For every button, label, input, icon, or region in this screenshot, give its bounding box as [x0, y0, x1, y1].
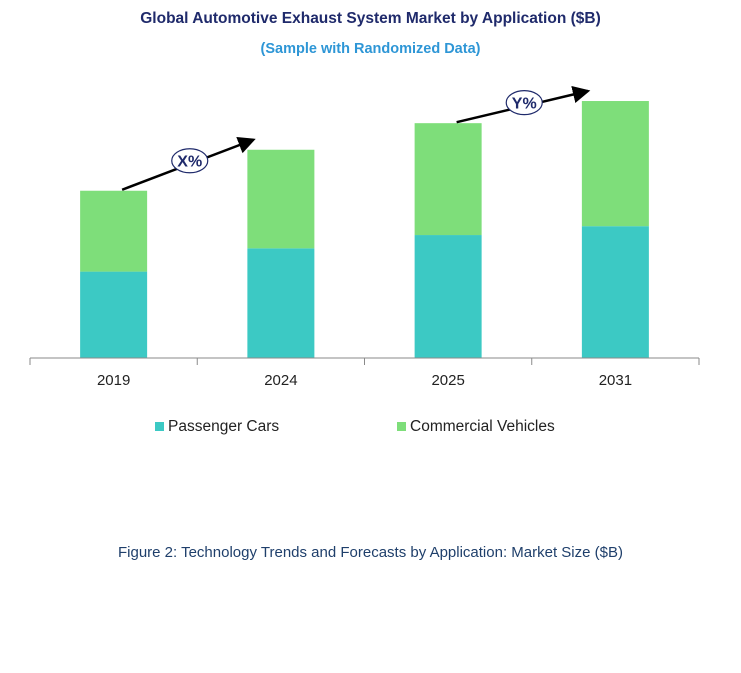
x-tick-label-2024: 2024: [264, 372, 297, 389]
growth-label: Y%: [512, 96, 537, 113]
figure-caption: Figure 2: Technology Trends and Forecast…: [118, 544, 623, 561]
bar-commercial-vehicles-2031: [581, 101, 649, 227]
chart-title: Global Automotive Exhaust System Market …: [140, 10, 601, 27]
growth-label-bubble: [505, 89, 543, 116]
chart-subtitle: (Sample with Randomized Data): [260, 41, 481, 57]
x-tick-label-2019: 2019: [97, 372, 130, 389]
x-tick-label-2031: 2031: [599, 372, 632, 389]
x-tick-label-2025: 2025: [431, 372, 464, 389]
bar-passenger-cars-2019: [80, 271, 148, 358]
bar-passenger-cars-2025: [414, 235, 482, 358]
bar-commercial-vehicles-2019: [80, 190, 148, 272]
bar-commercial-vehicles-2024: [247, 149, 315, 249]
legend-swatch-commercial-vehicles: [397, 422, 406, 431]
growth-label: X%: [177, 154, 202, 171]
legend-label-passenger-cars: Passenger Cars: [168, 418, 279, 435]
legend-label-commercial-vehicles: Commercial Vehicles: [410, 418, 555, 435]
bar-commercial-vehicles-2025: [414, 123, 482, 236]
bar-passenger-cars-2024: [247, 248, 315, 358]
bar-passenger-cars-2031: [581, 226, 649, 358]
growth-label-bubble: [171, 148, 209, 174]
legend-swatch-passenger-cars: [155, 422, 164, 431]
